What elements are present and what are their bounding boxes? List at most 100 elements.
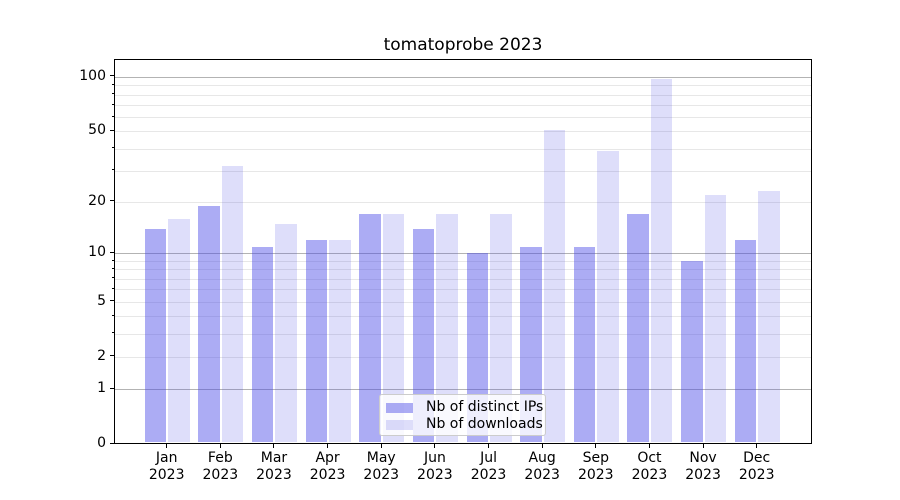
x-tick-mark [327, 444, 329, 448]
gridline [115, 333, 811, 335]
gridline [115, 278, 811, 280]
x-tick-label: Sep 2023 [577, 450, 614, 483]
y-minor-tick-mark [112, 300, 114, 302]
gridline [115, 301, 811, 303]
gridline [115, 389, 811, 391]
x-tick-label: May 2023 [363, 450, 400, 483]
legend-swatch [386, 402, 413, 413]
y-minor-tick-mark [112, 259, 114, 261]
bar [573, 246, 596, 442]
y-tick-label: 1 [97, 380, 106, 397]
x-tick-label: Nov 2023 [685, 450, 721, 483]
x-tick-mark [488, 444, 490, 448]
y-minor-tick-mark [112, 287, 114, 289]
gridline [115, 131, 811, 133]
y-tick-mark [110, 387, 114, 389]
legend-label: Nb of downloads [426, 416, 543, 432]
gridline [115, 356, 811, 358]
x-tick-mark [541, 444, 543, 448]
bar [650, 79, 673, 442]
y-tick-label: 0 [97, 435, 106, 452]
bar [597, 150, 619, 442]
gridline [115, 269, 811, 271]
bar [198, 205, 220, 442]
bar [627, 214, 649, 442]
bar [681, 261, 703, 442]
bar [436, 214, 458, 442]
x-tick-label: Jan 2023 [148, 450, 185, 483]
bar [543, 129, 566, 442]
bar [520, 246, 542, 442]
x-tick-mark [595, 444, 597, 448]
plot-area: Nb of distinct IPs Nb of downloads [114, 59, 812, 444]
y-minor-tick-mark [112, 93, 114, 95]
y-tick-mark [110, 75, 114, 77]
y-minor-tick-mark [112, 83, 114, 85]
gridline [115, 148, 811, 150]
bar [221, 166, 244, 442]
x-tick-label: Apr 2023 [309, 450, 346, 483]
legend-swatch [386, 419, 413, 430]
y-tick-label: 5 [97, 292, 106, 309]
x-tick-mark [434, 444, 436, 448]
y-tick-label: 20 [88, 192, 106, 209]
x-tick-mark [380, 444, 382, 448]
bar [734, 240, 757, 442]
y-minor-tick-mark [112, 147, 114, 149]
x-tick-label: Aug 2023 [524, 450, 560, 483]
x-tick-mark [166, 444, 168, 448]
y-minor-tick-mark [112, 267, 114, 269]
x-tick-mark [648, 444, 650, 448]
y-minor-tick-mark [112, 355, 114, 357]
y-minor-tick-mark [112, 129, 114, 131]
y-minor-tick-mark [112, 103, 114, 105]
x-tick-mark [702, 444, 704, 448]
gridline [115, 261, 811, 263]
gridline [115, 316, 811, 318]
bar [144, 228, 167, 442]
legend-item: Nb of distinct IPs [386, 399, 543, 416]
legend-label: Nb of distinct IPs [426, 399, 544, 415]
y-minor-tick-mark [112, 115, 114, 117]
legend: Nb of distinct IPs Nb of downloads [379, 394, 546, 436]
gridline [115, 94, 811, 96]
x-tick-label: Feb 2023 [202, 450, 239, 483]
bar [359, 214, 381, 442]
gridline [115, 117, 811, 119]
bar [305, 240, 328, 442]
gridline [115, 201, 811, 203]
chart-title: tomatoprobe 2023 [383, 35, 543, 55]
y-tick-label: 50 [88, 122, 106, 139]
bar [412, 228, 435, 442]
bar [275, 223, 297, 442]
bar [251, 246, 274, 442]
gridline [115, 85, 811, 87]
x-tick-label: Oct 2023 [631, 450, 668, 483]
y-minor-tick-mark [112, 200, 114, 202]
x-tick-label: Jun 2023 [417, 450, 453, 483]
bar [758, 191, 780, 442]
gridline [115, 170, 811, 172]
y-tick-label: 100 [79, 67, 106, 84]
legend-item: Nb of downloads [386, 416, 543, 433]
y-tick-mark [110, 251, 114, 253]
bar [490, 214, 512, 442]
y-tick-label: 2 [97, 347, 106, 364]
y-minor-tick-mark [112, 332, 114, 334]
x-tick-label: Dec 2023 [738, 450, 775, 483]
y-minor-tick-mark [112, 169, 114, 171]
bar [168, 218, 190, 442]
gridline [115, 289, 811, 291]
x-tick-label: Mar 2023 [256, 450, 292, 483]
gridline [115, 105, 811, 107]
y-tick-mark [110, 442, 114, 444]
bar [329, 240, 351, 442]
gridline [115, 253, 811, 255]
bar [382, 214, 405, 442]
gridline [115, 76, 811, 78]
x-tick-mark [756, 444, 758, 448]
y-tick-label: 10 [88, 244, 106, 261]
x-tick-mark [219, 444, 221, 448]
y-minor-tick-mark [112, 314, 114, 316]
